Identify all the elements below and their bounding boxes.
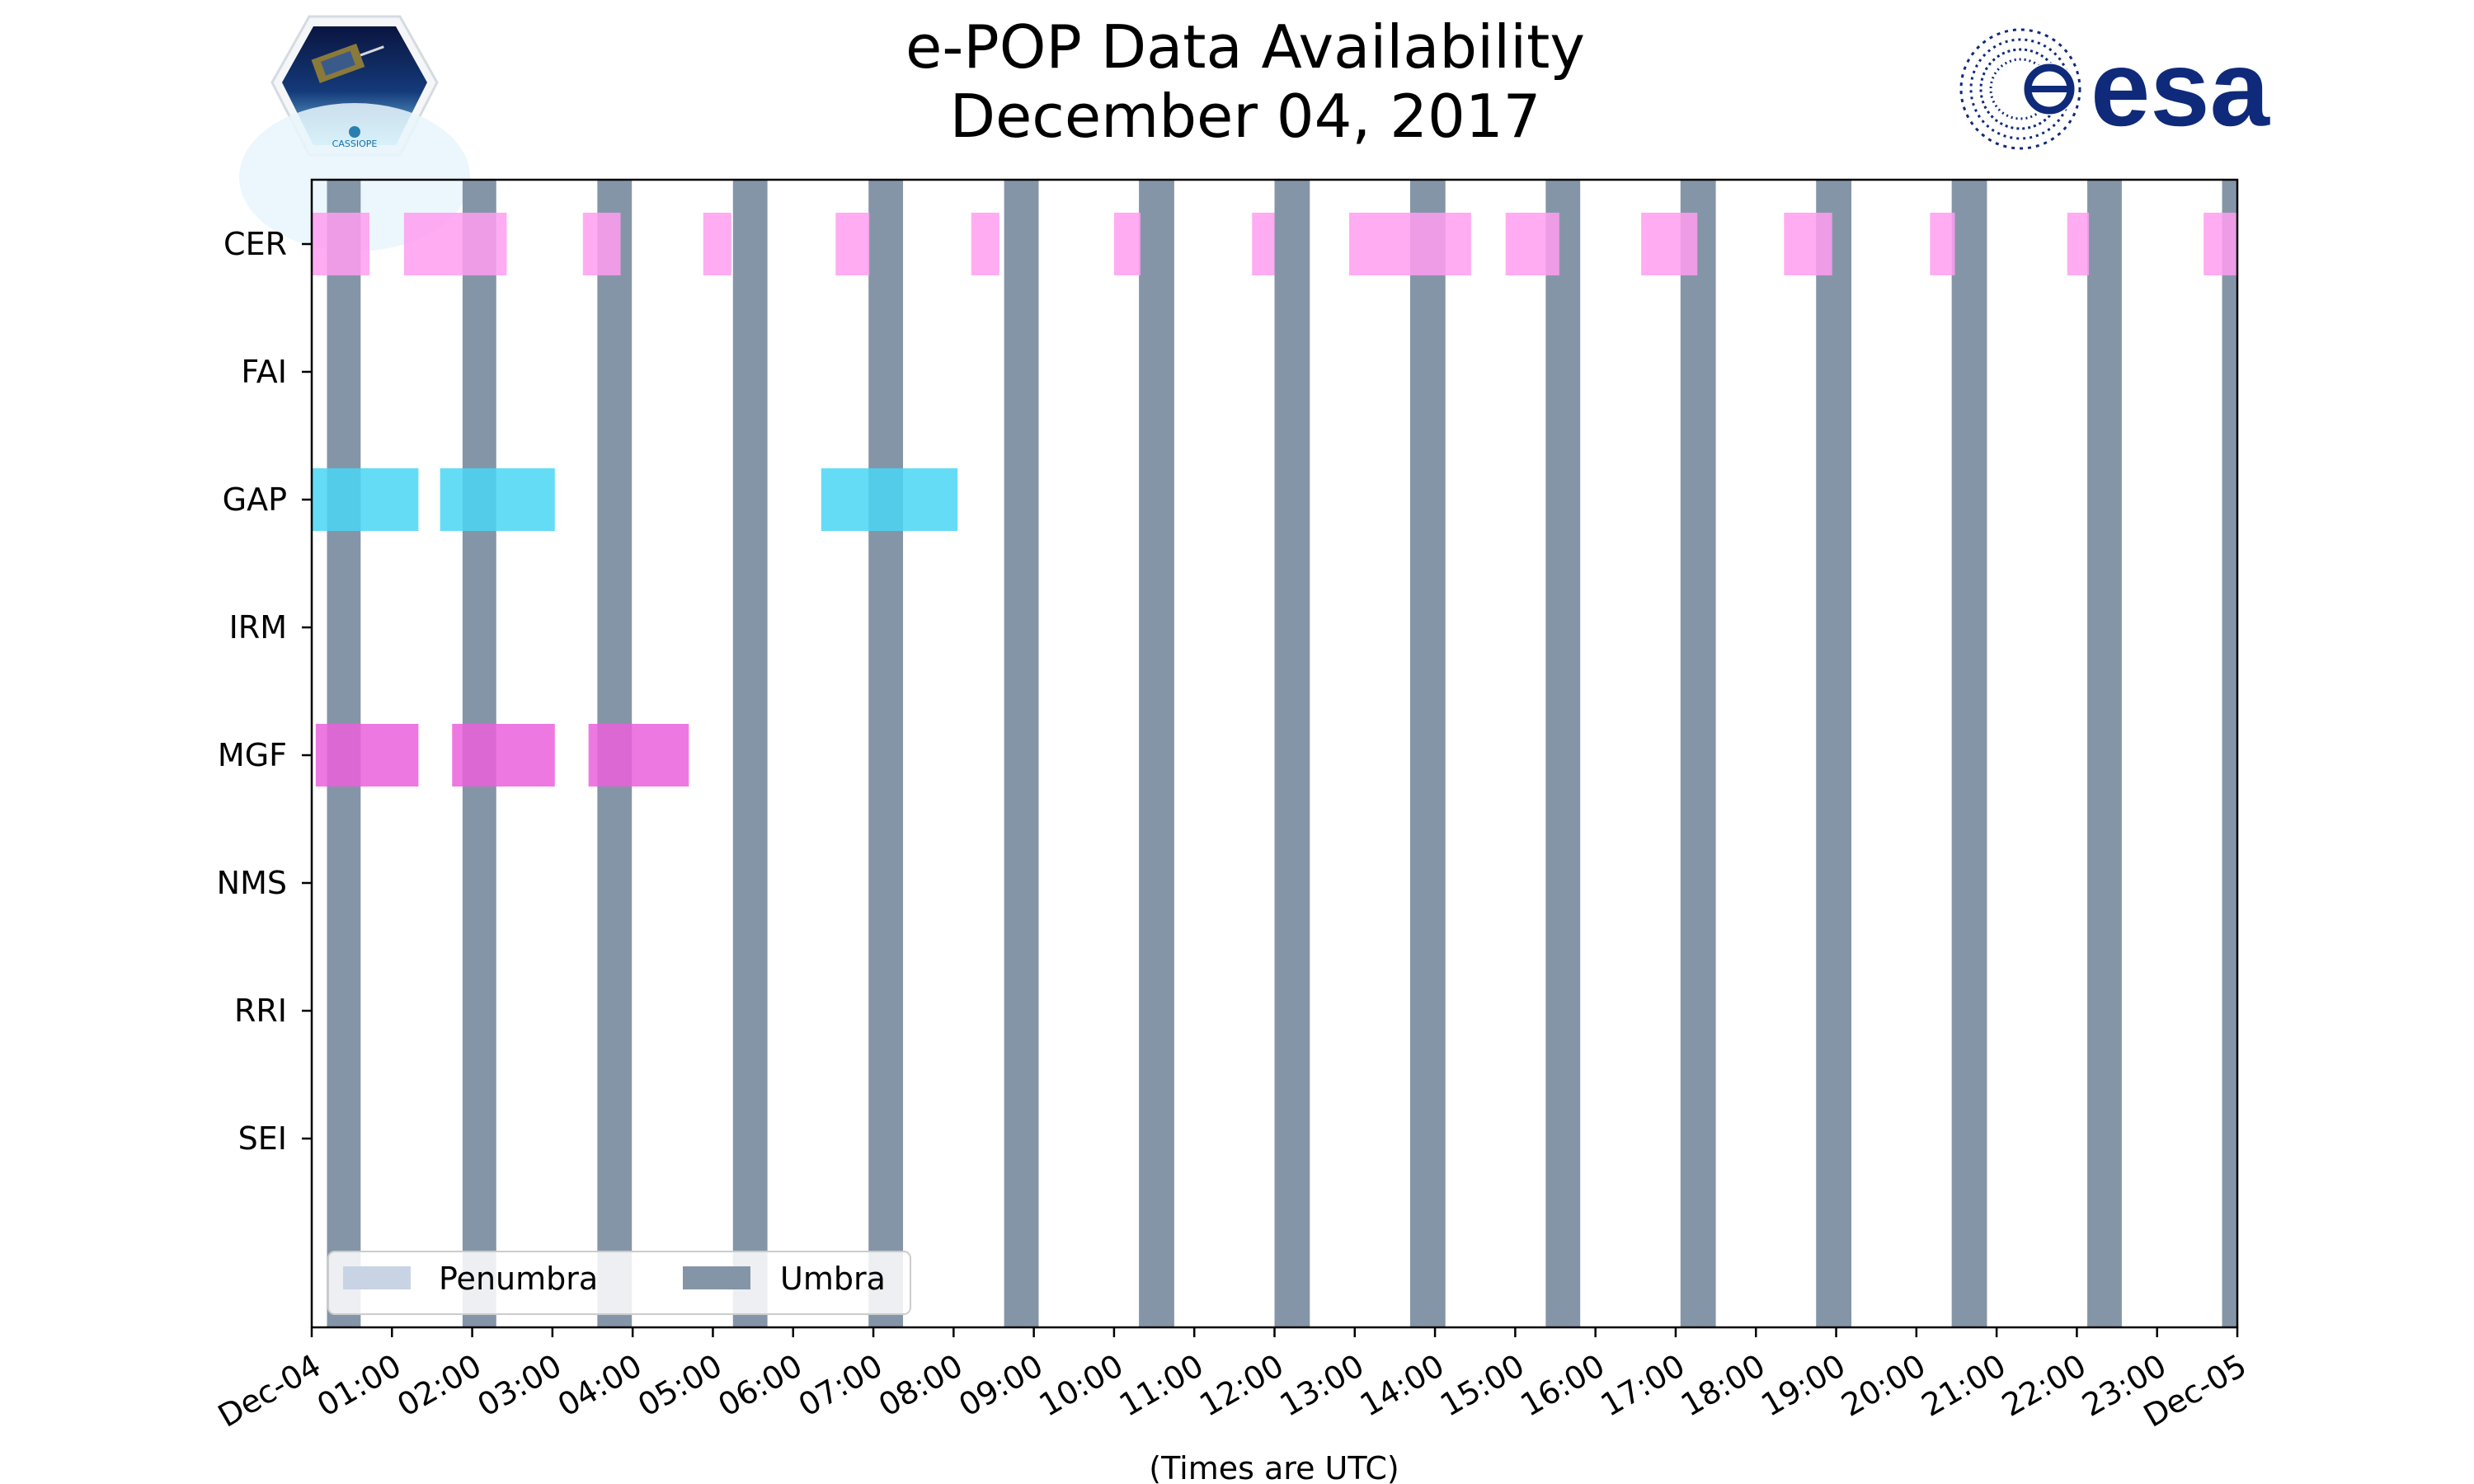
x-tick-label-1: 01:00 bbox=[311, 1347, 407, 1424]
legend-penumbra-swatch bbox=[343, 1266, 411, 1289]
x-tick-label-19: 19:00 bbox=[1755, 1347, 1851, 1424]
cer-bar-12 bbox=[1930, 213, 1955, 275]
x-tick-label-17: 17:00 bbox=[1595, 1347, 1691, 1424]
cer-bar-10 bbox=[1641, 213, 1698, 275]
y-tick-label-fai: FAI bbox=[241, 354, 287, 390]
x-tick-label-14: 14:00 bbox=[1354, 1347, 1451, 1424]
cer-bar-14 bbox=[2204, 213, 2237, 275]
cer-bar-9 bbox=[1505, 213, 1559, 275]
cer-bar-13 bbox=[2067, 213, 2090, 275]
y-tick-label-gap: GAP bbox=[223, 481, 287, 518]
y-tick-label-nms: NMS bbox=[217, 865, 287, 901]
esa-logo-text: esa bbox=[2091, 28, 2271, 148]
legend-umbra-label: Umbra bbox=[780, 1261, 886, 1297]
x-tick-label-21: 21:00 bbox=[1916, 1347, 2012, 1424]
umbra-band-7 bbox=[1274, 180, 1310, 1327]
x-tick-label-13: 13:00 bbox=[1273, 1347, 1370, 1424]
cer-bar-1 bbox=[403, 213, 507, 275]
cer-bar-3 bbox=[703, 213, 731, 275]
x-tick-label-8: 08:00 bbox=[872, 1347, 969, 1424]
umbra-band-4 bbox=[868, 180, 904, 1327]
cer-bar-0 bbox=[312, 213, 370, 275]
legend-penumbra-label: Penumbra bbox=[439, 1261, 598, 1297]
umbra-band-13 bbox=[2087, 180, 2122, 1327]
mgf-bar-2 bbox=[588, 724, 689, 787]
umbra-band-6 bbox=[1139, 180, 1174, 1327]
gap-bar-0 bbox=[312, 468, 419, 531]
mgf-bar-0 bbox=[315, 724, 419, 787]
y-tick-label-cer: CER bbox=[223, 226, 287, 262]
cer-bar-8 bbox=[1348, 213, 1471, 275]
x-tick-label-15: 15:00 bbox=[1434, 1347, 1531, 1424]
umbra-band-5 bbox=[1004, 180, 1039, 1327]
cer-bar-5 bbox=[971, 213, 999, 275]
cer-bar-2 bbox=[582, 213, 621, 275]
chart-title-line1: e-POP Data Availability bbox=[905, 12, 1585, 82]
gap-bar-2 bbox=[821, 468, 958, 531]
legend: Penumbra Umbra bbox=[327, 1251, 911, 1315]
y-tick-label-mgf: MGF bbox=[218, 737, 287, 773]
umbra-band-11 bbox=[1816, 180, 1852, 1327]
x-tick-label-9: 09:00 bbox=[952, 1347, 1049, 1424]
umbra-band-14 bbox=[2222, 180, 2237, 1327]
umbra-band-10 bbox=[1680, 180, 1716, 1327]
x-tick-label-22: 22:00 bbox=[1996, 1347, 2092, 1424]
x-tick-label-10: 10:00 bbox=[1033, 1347, 1130, 1424]
esa-logo-mark bbox=[1959, 28, 2081, 150]
x-tick-label-3: 03:00 bbox=[472, 1347, 568, 1424]
x-tick-label-5: 05:00 bbox=[632, 1347, 728, 1424]
esa-logo: esa bbox=[1959, 28, 2271, 150]
mgf-bar-1 bbox=[452, 724, 555, 787]
cer-bar-6 bbox=[1113, 213, 1141, 275]
x-tick-label-4: 04:00 bbox=[552, 1347, 648, 1424]
cer-bar-7 bbox=[1252, 213, 1275, 275]
umbra-band-9 bbox=[1545, 180, 1581, 1327]
x-tick-label-20: 20:00 bbox=[1835, 1347, 1931, 1424]
x-tick-label-11: 11:00 bbox=[1113, 1347, 1210, 1424]
x-axis-label: (Times are UTC) bbox=[1149, 1450, 1399, 1484]
umbra-band-8 bbox=[1409, 180, 1446, 1327]
x-tick-label-0: Dec-04 bbox=[212, 1347, 327, 1435]
cassiope-logo-text: CASSIOPE bbox=[332, 139, 378, 149]
cer-bar-11 bbox=[1784, 213, 1832, 275]
x-tick-label-7: 07:00 bbox=[793, 1347, 889, 1424]
umbra-band-12 bbox=[1951, 180, 1987, 1327]
x-tick-label-12: 12:00 bbox=[1193, 1347, 1290, 1424]
y-tick-label-sei: SEI bbox=[238, 1120, 287, 1157]
x-tick-label-18: 18:00 bbox=[1675, 1347, 1771, 1424]
gap-bar-1 bbox=[440, 468, 555, 531]
y-tick-label-rri: RRI bbox=[234, 993, 287, 1029]
x-tick-label-6: 06:00 bbox=[712, 1347, 808, 1424]
x-tick-label-2: 02:00 bbox=[391, 1347, 487, 1424]
cer-bar-4 bbox=[835, 213, 870, 275]
umbra-band-3 bbox=[732, 180, 768, 1327]
legend-umbra-swatch bbox=[683, 1266, 750, 1289]
chart-title-line2: December 04, 2017 bbox=[950, 82, 1541, 151]
legend-box bbox=[327, 1251, 911, 1315]
y-tick-label-irm: IRM bbox=[229, 609, 287, 646]
x-tick-label-16: 16:00 bbox=[1514, 1347, 1611, 1424]
